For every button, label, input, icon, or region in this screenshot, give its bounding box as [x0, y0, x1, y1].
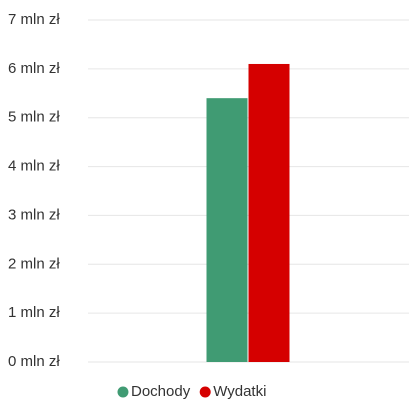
legend-marker — [199, 386, 211, 398]
legend-marker — [117, 386, 129, 398]
y-tick-label: 0 mln zł — [8, 353, 60, 370]
y-tick-label: 4 mln zł — [8, 158, 60, 175]
y-tick-label: 2 mln zł — [8, 255, 60, 272]
y-tick-label: 7 mln zł — [8, 11, 60, 28]
y-tick-label: 5 mln zł — [8, 109, 60, 126]
bar — [206, 98, 248, 363]
y-tick-label: 3 mln zł — [8, 206, 60, 223]
legend-label: Wydatki — [213, 383, 266, 400]
y-tick-label: 6 mln zł — [8, 60, 60, 77]
legend-label: Dochody — [131, 383, 191, 400]
y-tick-label: 1 mln zł — [8, 304, 60, 321]
bar — [248, 63, 290, 362]
